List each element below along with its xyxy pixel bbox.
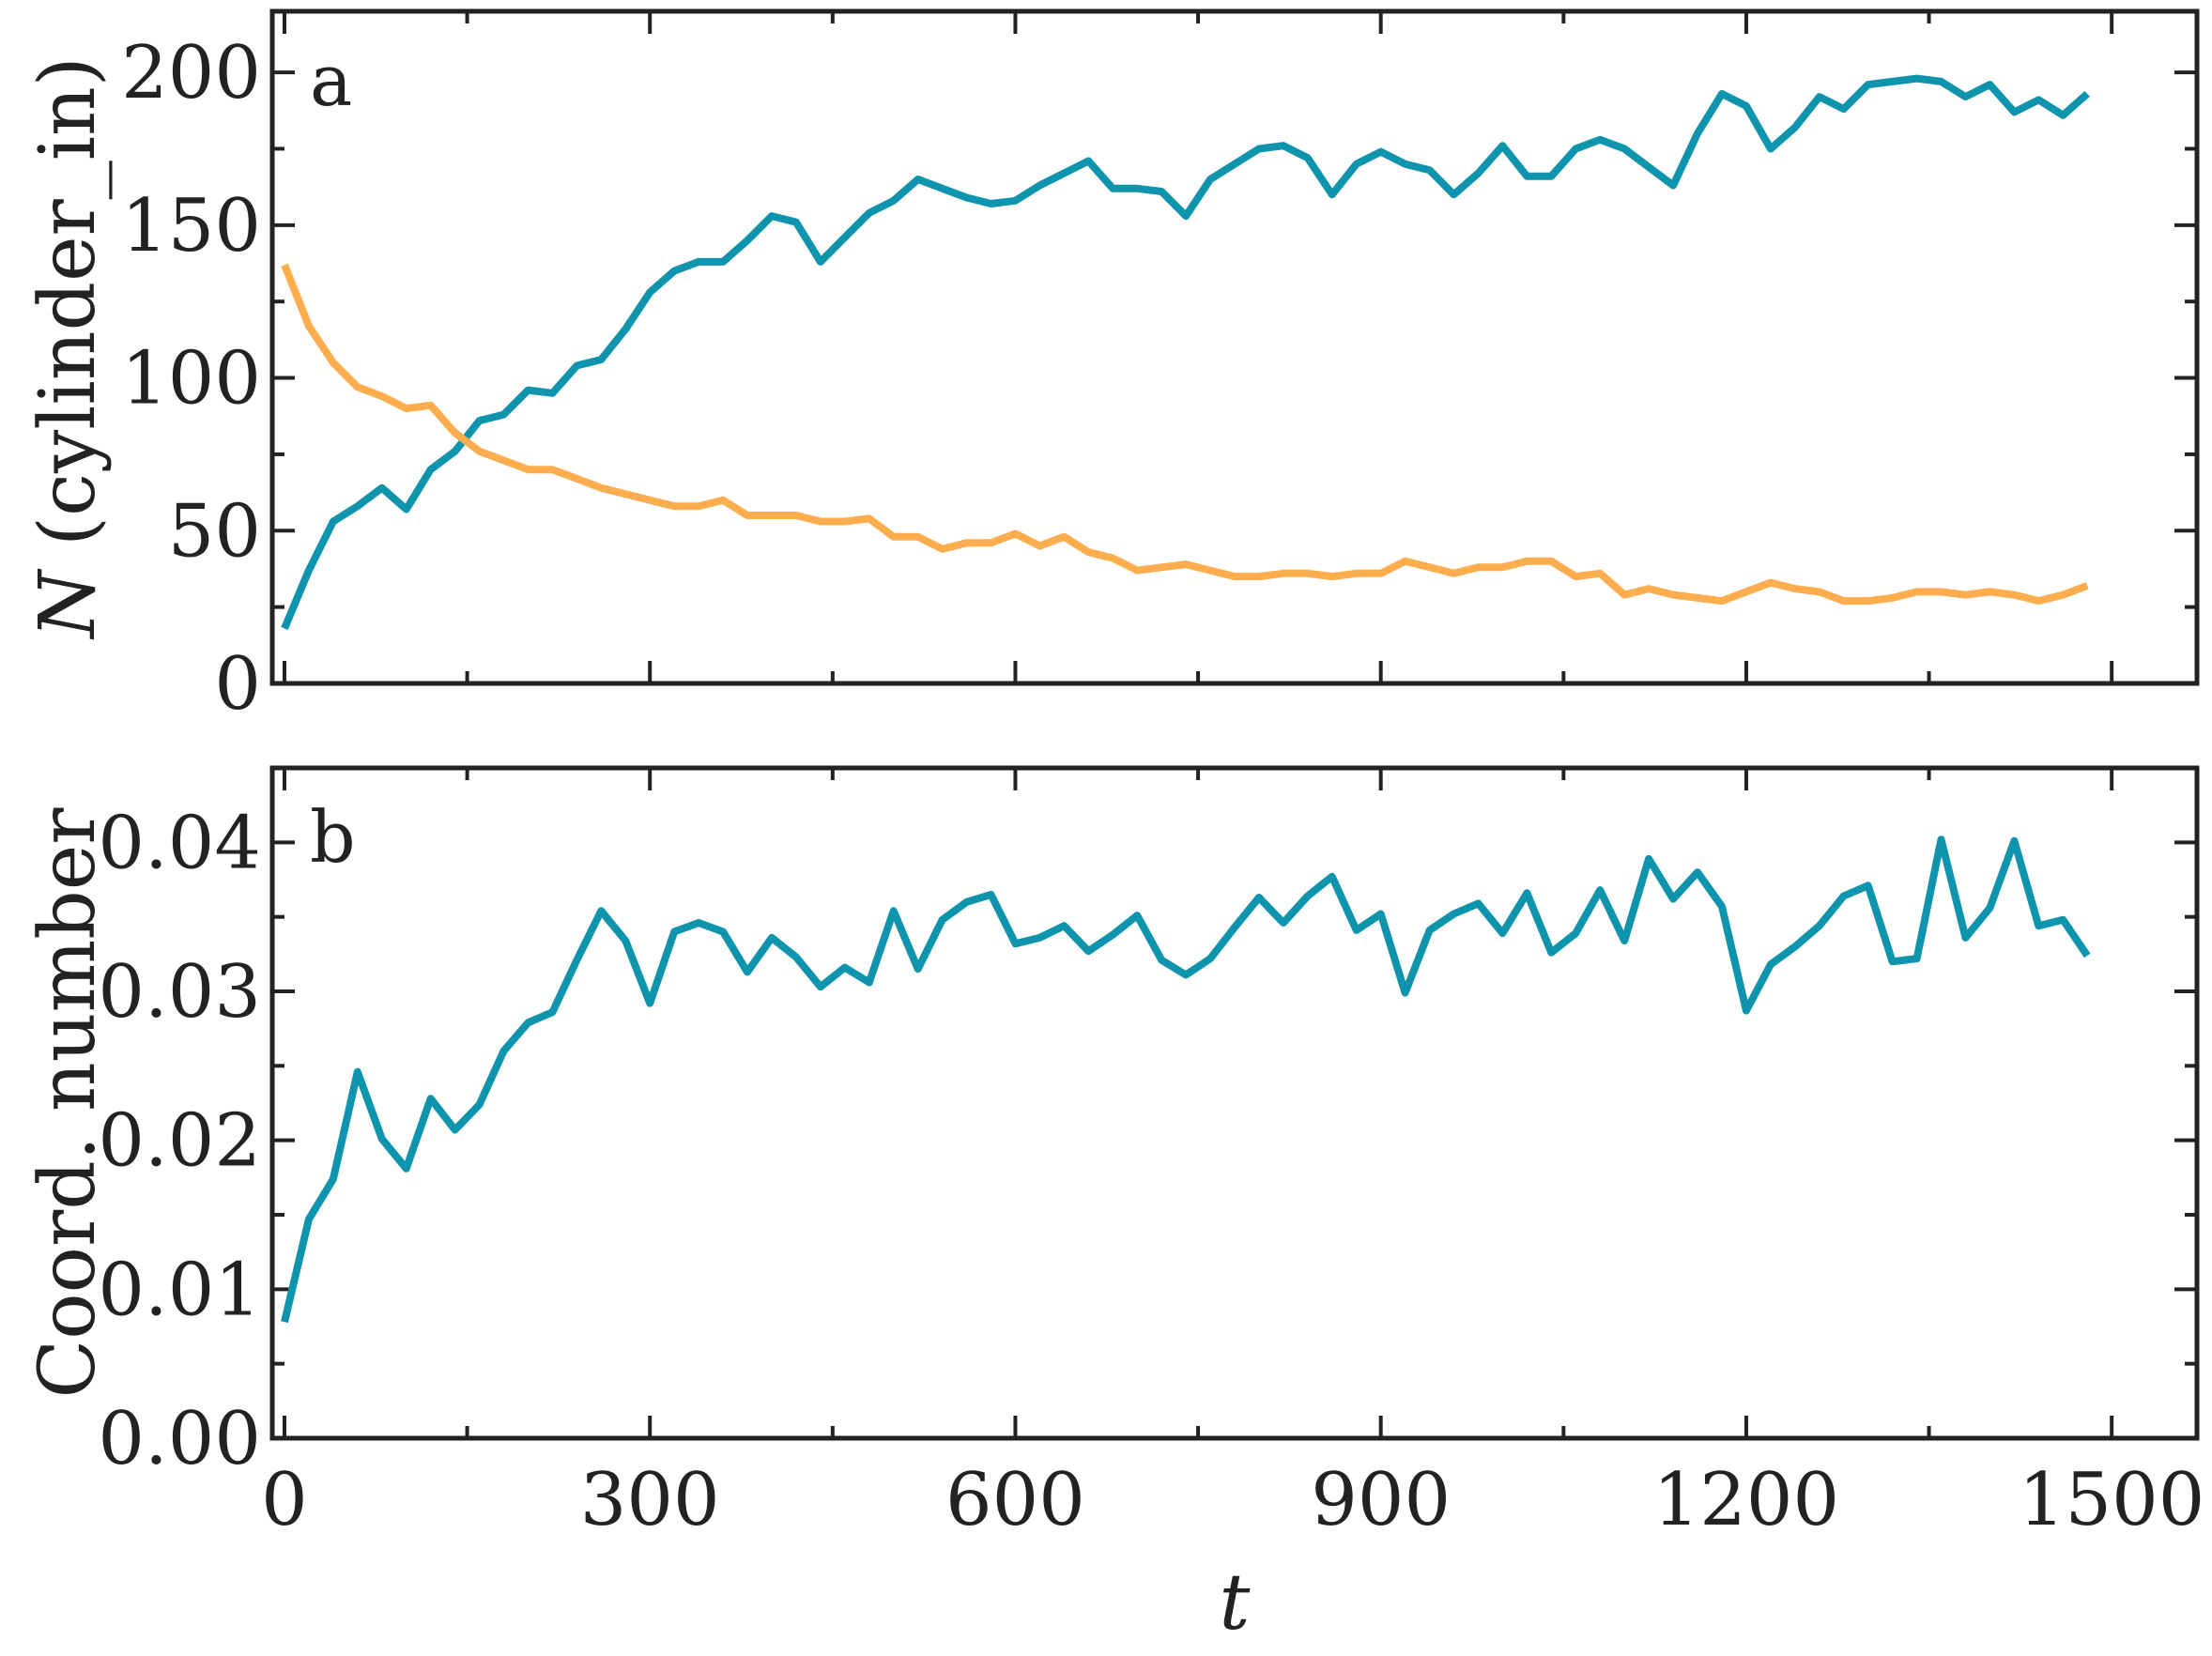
- panel-b: 0 300 600 900 1200 1500 0.00 0.01 0.02 0.03 0.04 b…: [23, 765, 2205, 1648]
- panel-a-y-tick-label: 200: [121, 31, 261, 115]
- panel-a-ticks: 0 50 100 150 200: [121, 11, 2197, 727]
- panel-b-y-tick-label: 0.03: [98, 950, 261, 1035]
- panel-b-y-tick-label: 0.02: [98, 1099, 261, 1184]
- panel-b-y-tick-label: 0.04: [98, 801, 261, 885]
- panel-a-y-axis-symbol: N: [23, 568, 113, 640]
- panel-a-series-line-1: [281, 74, 2090, 630]
- panel-a-y-tick-label: 50: [168, 489, 261, 574]
- x-tick-label: 900: [1311, 1458, 1451, 1542]
- panel-b-y-axis-label: Coord. number: [23, 807, 113, 1399]
- x-tick-label: 300: [580, 1458, 720, 1542]
- panel-b-series-line-1: [281, 836, 2091, 1324]
- x-axis-label: t: [1220, 1558, 1252, 1648]
- panel-b-ticks: 0 300 600 900 1200 1500 0.00 0.01 0.02 0.03 0.04: [98, 766, 2205, 1542]
- x-tick-label: 600: [945, 1458, 1085, 1542]
- panel-a-y-axis-unit: (cylinder_in): [23, 56, 113, 571]
- panel-a-frame: [269, 8, 2200, 686]
- panel-a-y-tick-label: 150: [121, 184, 261, 268]
- panel-a-y-axis-label: N (cylinder_in): [23, 56, 113, 640]
- panel-a-y-tick-label: 100: [121, 337, 261, 422]
- x-tick-label: 0: [261, 1458, 308, 1542]
- panel-a: 0 50 100 150 200 a N (cylinder_in): [23, 8, 2200, 727]
- x-tick-label: 1200: [1653, 1458, 1840, 1542]
- panel-b-y-tick-label: 0.00: [98, 1397, 261, 1481]
- panel-b-label: b: [310, 795, 356, 879]
- panel-b-frame: [269, 765, 2200, 1441]
- panel-a-y-tick-label: 0: [214, 642, 261, 727]
- panel-b-y-tick-label: 0.01: [98, 1248, 261, 1332]
- panel-b-series: [281, 836, 2091, 1324]
- panel-a-label: a: [310, 38, 352, 122]
- panel-a-series: [281, 74, 2090, 630]
- x-tick-label: 1500: [2019, 1458, 2205, 1542]
- panel-a-series-line-2: [281, 263, 2089, 606]
